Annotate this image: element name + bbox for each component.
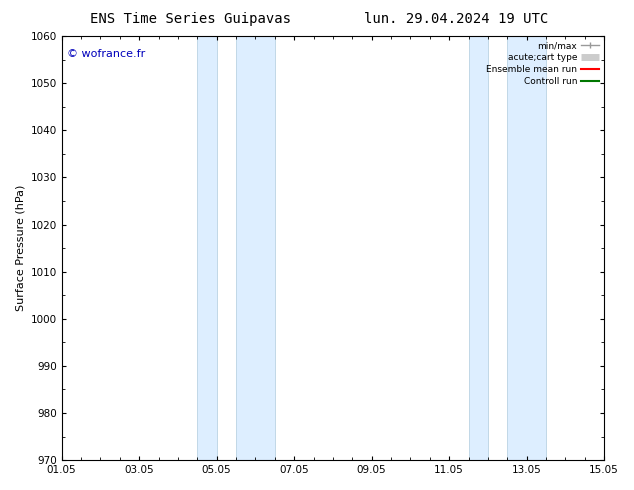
Bar [236, 36, 275, 460]
Bar [197, 36, 217, 460]
Bar [507, 36, 546, 460]
Y-axis label: Surface Pressure (hPa): Surface Pressure (hPa) [15, 185, 25, 311]
Text: ENS Time Series Guipavas: ENS Time Series Guipavas [89, 12, 291, 26]
Legend: min/max, acute;cart type, Ensemble mean run, Controll run: min/max, acute;cart type, Ensemble mean … [482, 38, 602, 89]
Bar [469, 36, 488, 460]
Text: © wofrance.fr: © wofrance.fr [67, 49, 145, 59]
Text: lun. 29.04.2024 19 UTC: lun. 29.04.2024 19 UTC [365, 12, 548, 26]
